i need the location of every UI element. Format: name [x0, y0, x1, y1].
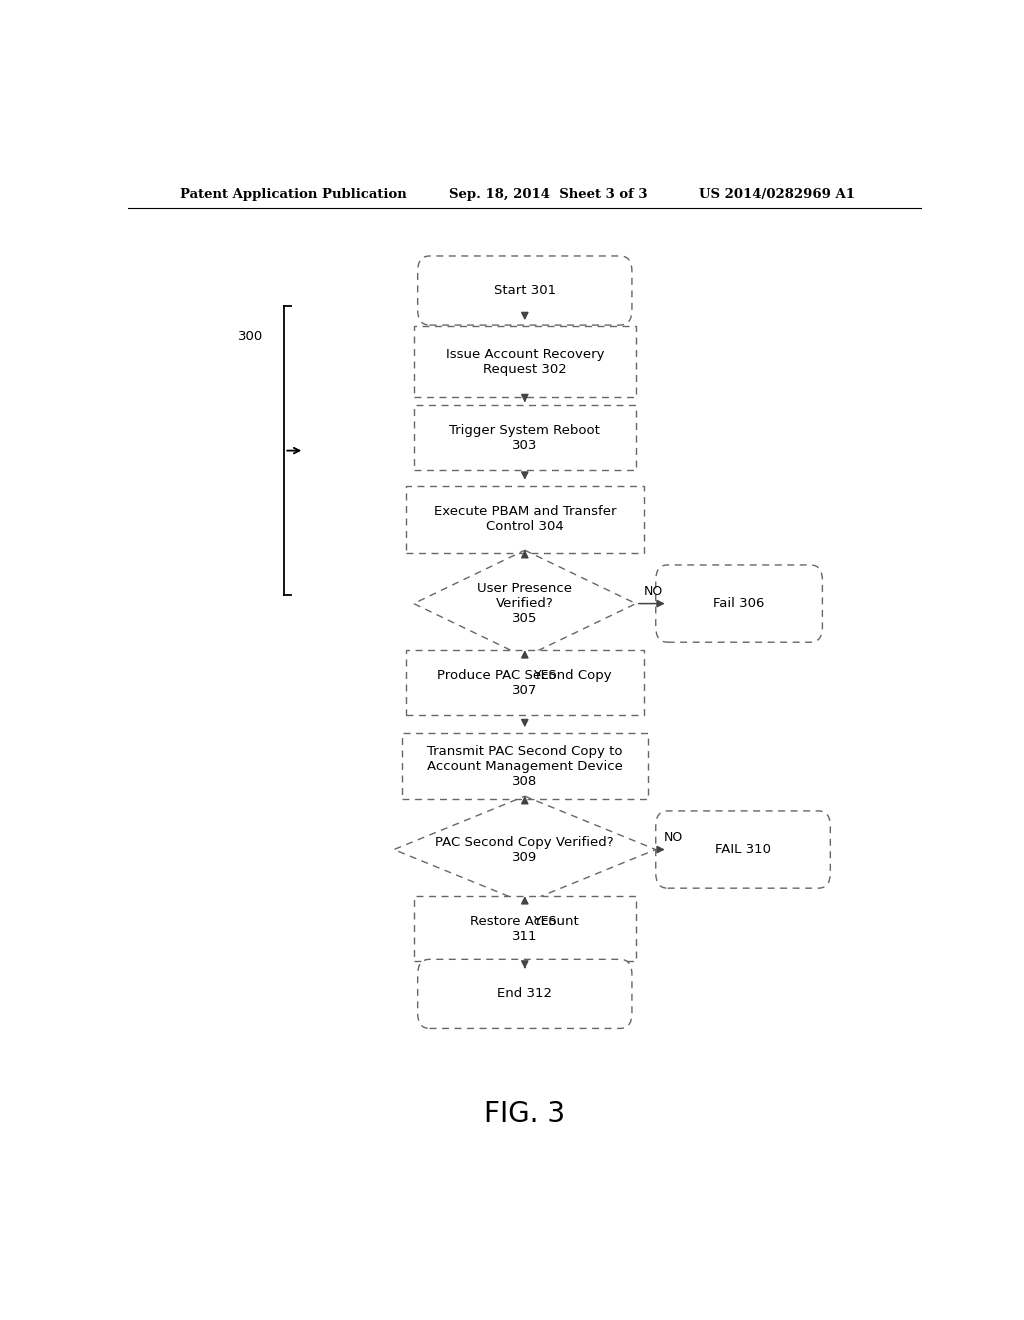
- Text: Transmit PAC Second Copy to
Account Management Device
308: Transmit PAC Second Copy to Account Mana…: [427, 744, 623, 788]
- Bar: [414, 405, 636, 470]
- Text: Restore Account
311: Restore Account 311: [470, 915, 580, 942]
- Text: YES: YES: [535, 915, 558, 928]
- Polygon shape: [414, 550, 636, 657]
- Text: NO: NO: [644, 585, 664, 598]
- Bar: [406, 651, 644, 715]
- FancyBboxPatch shape: [418, 256, 632, 325]
- Text: YES: YES: [535, 669, 558, 681]
- Text: Issue Account Recovery
Request 302: Issue Account Recovery Request 302: [445, 347, 604, 376]
- Bar: [401, 733, 648, 799]
- Text: FIG. 3: FIG. 3: [484, 1100, 565, 1127]
- FancyBboxPatch shape: [655, 565, 822, 643]
- Bar: [414, 326, 636, 397]
- Text: Trigger System Reboot
303: Trigger System Reboot 303: [450, 424, 600, 451]
- Text: 300: 300: [239, 330, 263, 343]
- Text: FAIL 310: FAIL 310: [715, 843, 771, 857]
- Text: Execute PBAM and Transfer
Control 304: Execute PBAM and Transfer Control 304: [433, 506, 616, 533]
- Text: Fail 306: Fail 306: [714, 597, 765, 610]
- FancyBboxPatch shape: [418, 960, 632, 1028]
- Text: End 312: End 312: [498, 987, 552, 1001]
- Text: NO: NO: [664, 830, 683, 843]
- Text: PAC Second Copy Verified?
309: PAC Second Copy Verified? 309: [435, 836, 614, 863]
- Polygon shape: [394, 796, 655, 903]
- Text: Sep. 18, 2014  Sheet 3 of 3: Sep. 18, 2014 Sheet 3 of 3: [450, 189, 648, 202]
- Text: US 2014/0282969 A1: US 2014/0282969 A1: [699, 189, 855, 202]
- Text: Patent Application Publication: Patent Application Publication: [179, 189, 407, 202]
- FancyBboxPatch shape: [655, 810, 830, 888]
- Text: Produce PAC Second Copy
307: Produce PAC Second Copy 307: [437, 669, 612, 697]
- Bar: [414, 896, 636, 961]
- Text: User Presence
Verified?
305: User Presence Verified? 305: [477, 582, 572, 626]
- Text: Start 301: Start 301: [494, 284, 556, 297]
- Bar: [406, 486, 644, 553]
